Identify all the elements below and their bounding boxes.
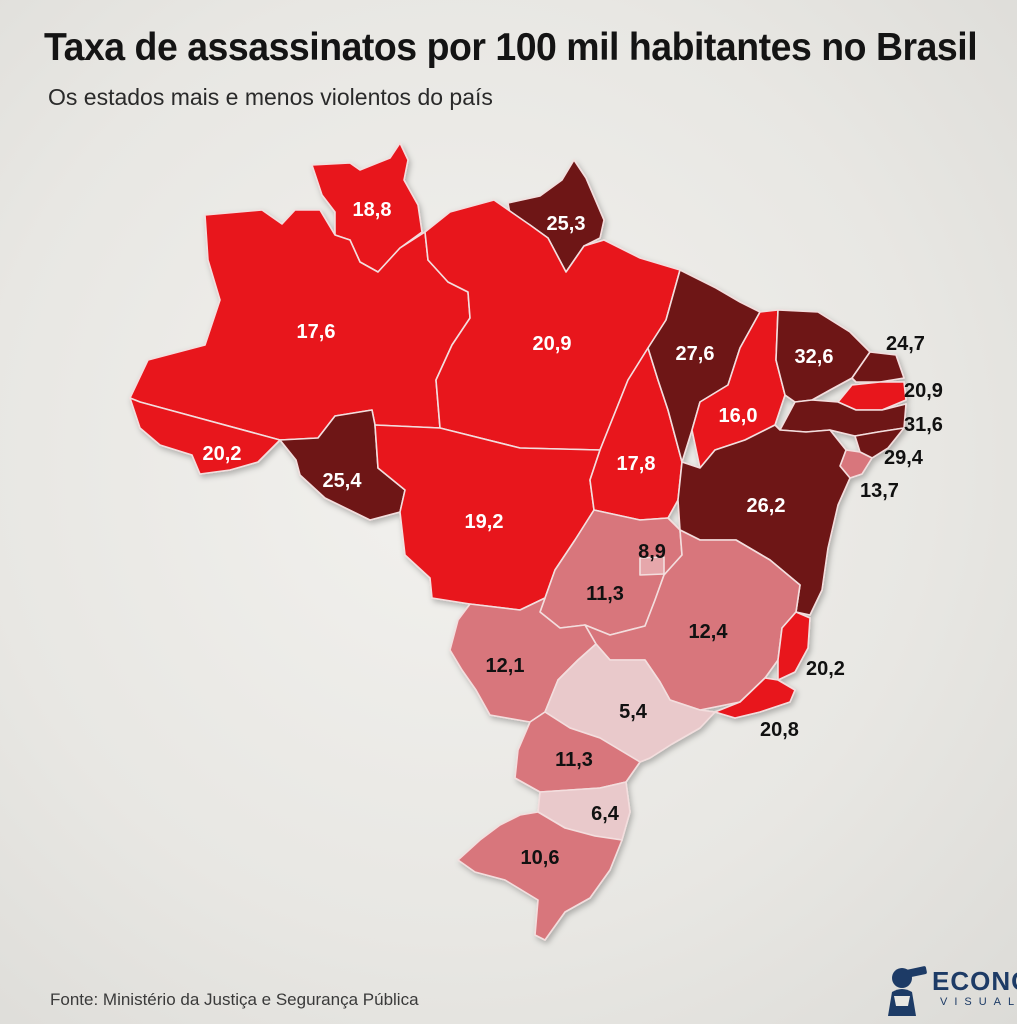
value-label-mt: 19,2: [465, 511, 504, 533]
value-label-sc: 6,4: [591, 803, 620, 825]
value-label-df: 8,9: [638, 541, 666, 563]
state-rs[interactable]: [457, 811, 623, 941]
value-label-rj: 20,8: [760, 719, 799, 741]
value-label-ms: 12,1: [486, 655, 525, 677]
state-sp[interactable]: [544, 643, 716, 763]
value-label-rs: 10,6: [521, 847, 560, 869]
value-label-ce: 32,6: [795, 346, 834, 368]
brand-logo: ECONOMI VISUAL: [880, 962, 1017, 1018]
logo-wordmark: ECONOMI: [932, 966, 1017, 996]
page-title: Taxa de assassinatos por 100 mil habitan…: [44, 26, 978, 69]
state-ba[interactable]: [677, 424, 851, 616]
value-label-go: 11,3: [586, 583, 624, 605]
value-label-ba: 26,2: [747, 495, 786, 517]
value-label-se: 13,7: [860, 480, 899, 502]
state-ac[interactable]: [129, 397, 281, 475]
value-label-es: 20,2: [806, 658, 845, 680]
value-label-pa: 20,9: [533, 333, 572, 355]
page-subtitle: Os estados mais e menos violentos do paí…: [48, 84, 493, 110]
value-label-rr: 18,8: [353, 199, 392, 221]
value-label-pb: 20,9: [904, 380, 943, 402]
value-label-ap: 25,3: [547, 213, 586, 235]
state-ce[interactable]: [775, 309, 871, 403]
value-label-sp: 5,4: [619, 701, 648, 723]
value-label-mg: 12,4: [689, 621, 729, 643]
value-label-rn: 24,7: [886, 333, 925, 355]
telescope-man-icon: [888, 966, 927, 1016]
value-label-ma: 27,6: [676, 343, 715, 365]
value-label-pr: 11,3: [555, 749, 593, 771]
value-label-to: 17,8: [617, 453, 656, 475]
value-label-pi: 16,0: [719, 405, 758, 427]
state-rj[interactable]: [714, 677, 796, 719]
logo-subtitle: VISUAL: [940, 996, 1017, 1008]
value-label-am: 17,6: [297, 321, 336, 343]
value-label-ro: 25,4: [323, 470, 363, 492]
value-label-al: 29,4: [884, 447, 924, 469]
state-es[interactable]: [777, 611, 811, 681]
state-rr[interactable]: [311, 142, 423, 273]
value-label-pe: 31,6: [904, 414, 943, 436]
source-note: Fonte: Ministério da Justiça e Segurança…: [50, 990, 419, 1009]
value-label-ac: 20,2: [203, 443, 242, 465]
